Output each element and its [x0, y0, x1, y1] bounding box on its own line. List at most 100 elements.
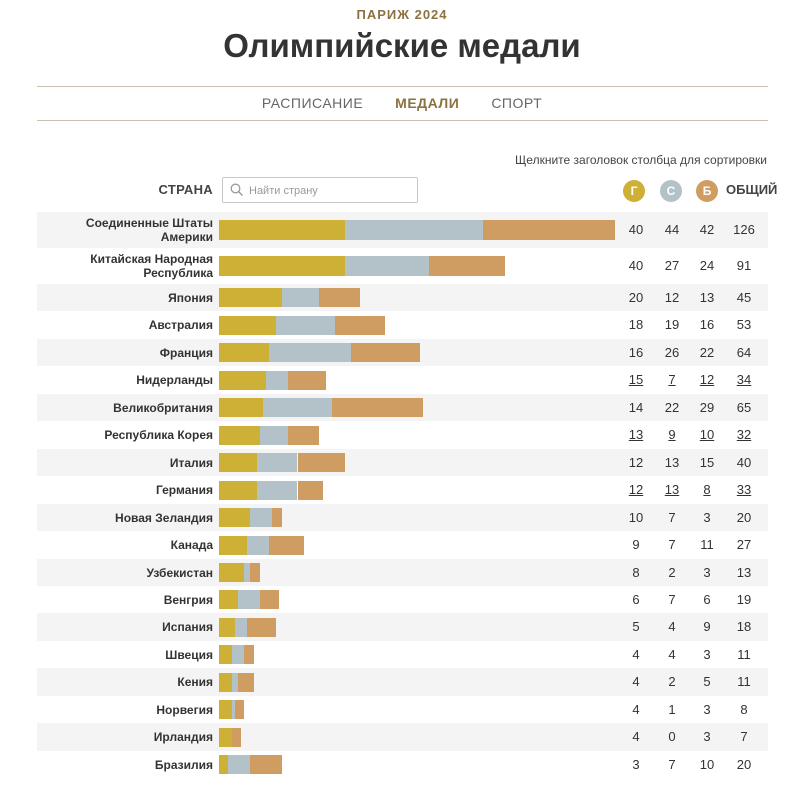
total-count[interactable]: 32	[729, 427, 759, 442]
total-count[interactable]: 34	[729, 372, 759, 387]
bar-gold	[219, 398, 263, 417]
gold-count: 6	[621, 592, 651, 607]
table-row[interactable]: Норвегия 4 1 3 8	[37, 696, 768, 723]
bar-silver	[244, 563, 251, 582]
total-count-value: 7	[740, 729, 748, 744]
country-name: Канада	[170, 538, 213, 552]
table-row[interactable]: Соединенные Штаты Америки 40 44 42 126	[37, 212, 768, 248]
table-row[interactable]: Узбекистан 8 2 3 13	[37, 559, 768, 586]
gold-count[interactable]: 12	[621, 482, 651, 497]
bar-bronze	[350, 343, 420, 362]
bronze-count-value: 9	[703, 619, 711, 634]
gold-count: 8	[621, 565, 651, 580]
column-header-country[interactable]: СТРАНА	[158, 182, 213, 197]
column-header-bronze[interactable]: Б	[696, 180, 718, 202]
nav-sport[interactable]: СПОРТ	[491, 95, 543, 111]
gold-count-value: 5	[632, 619, 640, 634]
table-row[interactable]: Италия 12 13 15 40	[37, 449, 768, 476]
table-row[interactable]: Швеция 4 4 3 11	[37, 641, 768, 668]
bar-silver	[281, 288, 320, 307]
gold-count: 12	[621, 455, 651, 470]
bronze-count-value: 10	[699, 427, 715, 442]
bar-silver	[231, 672, 238, 692]
bar-gold	[219, 590, 238, 609]
table-row[interactable]: Венгрия 6 7 6 19	[37, 586, 768, 613]
silver-count[interactable]: 7	[657, 372, 687, 387]
gold-count-value: 10	[628, 509, 644, 525]
bronze-count[interactable]: 8	[692, 482, 722, 497]
silver-count-value: 2	[668, 564, 676, 580]
table-row[interactable]: Канада 9 7 11 27	[37, 531, 768, 559]
bronze-count-value: 13	[699, 289, 715, 305]
bar-bronze	[272, 508, 282, 527]
table-row[interactable]: Бразилия 3 7 10 20	[37, 751, 768, 778]
table-row[interactable]: Республика Корея 13 9 10 32	[37, 421, 768, 449]
table-row[interactable]: Германия 12 13 8 33	[37, 476, 768, 504]
table-row[interactable]: Новая Зеландия 10 7 3 20	[37, 504, 768, 531]
bar-silver	[266, 370, 289, 390]
bar-bronze	[234, 700, 245, 719]
search-input[interactable]	[247, 179, 416, 203]
silver-count-value: 7	[668, 372, 676, 387]
bronze-count[interactable]: 12	[692, 372, 722, 387]
bar-silver	[228, 755, 251, 774]
table-row[interactable]: Нидерланды 15 7 12 34	[37, 366, 768, 394]
gold-count: 10	[621, 510, 651, 525]
silver-count[interactable]: 9	[657, 427, 687, 442]
table-row[interactable]: Ирландия 4 0 3 7	[37, 723, 768, 751]
gold-count-value: 40	[628, 222, 644, 237]
table-row[interactable]: Япония 20 12 13 45	[37, 284, 768, 311]
table-row[interactable]: Китайская Народная Республика 40 27 24 91	[37, 248, 768, 284]
total-count: 20	[729, 757, 759, 772]
column-header-gold[interactable]: Г	[623, 180, 645, 202]
bar-silver	[256, 480, 298, 500]
main-nav: РАСПИСАНИЕ МЕДАЛИ СПОРТ	[0, 86, 804, 120]
total-count: 126	[729, 222, 759, 237]
total-count[interactable]: 33	[729, 482, 759, 497]
total-count: 11	[729, 674, 759, 689]
gold-count[interactable]: 13	[621, 427, 651, 442]
gold-count[interactable]: 15	[621, 372, 651, 387]
bar-gold	[219, 617, 235, 637]
bronze-count: 3	[692, 702, 722, 717]
bronze-count: 15	[692, 455, 722, 470]
silver-count: 22	[657, 400, 687, 415]
silver-count: 7	[657, 757, 687, 772]
bronze-count-value: 5	[703, 674, 711, 689]
total-count-value: 91	[736, 258, 752, 273]
bronze-count-value: 29	[699, 399, 715, 415]
table-row[interactable]: Австралия 18 19 16 53	[37, 311, 768, 339]
bronze-count: 11	[692, 537, 722, 552]
sort-hint: Щелкните заголовок столбца для сортировк…	[515, 153, 767, 167]
bar-gold	[219, 256, 345, 276]
nav-medals[interactable]: МЕДАЛИ	[395, 95, 460, 111]
bar-gold	[219, 425, 260, 445]
bar-gold	[219, 727, 232, 747]
bronze-count: 9	[692, 619, 722, 634]
country-name: Австралия	[148, 318, 213, 332]
gold-count: 40	[621, 222, 651, 237]
bronze-count-value: 3	[703, 564, 711, 580]
table-row[interactable]: Кения 4 2 5 11	[37, 668, 768, 696]
silver-count: 7	[657, 537, 687, 552]
bronze-count[interactable]: 10	[692, 427, 722, 442]
bar-silver	[231, 700, 235, 719]
bar-gold	[219, 645, 232, 664]
silver-count-value: 2	[668, 674, 676, 689]
column-header-silver[interactable]: С	[660, 180, 682, 202]
table-row[interactable]: Франция 16 26 22 64	[37, 339, 768, 366]
silver-count-value: 27	[664, 258, 680, 273]
table-row[interactable]: Великобритания 14 22 29 65	[37, 394, 768, 421]
bar-gold	[219, 563, 245, 582]
country-name: Венгрия	[163, 592, 213, 607]
gold-count-value: 4	[632, 646, 640, 662]
silver-count[interactable]: 13	[657, 482, 687, 497]
bronze-count: 3	[692, 510, 722, 525]
total-count-value: 64	[736, 344, 752, 360]
country-name: Нидерланды	[136, 373, 213, 387]
country-search[interactable]	[222, 177, 418, 203]
bronze-count-value: 8	[703, 482, 711, 497]
nav-schedule[interactable]: РАСПИСАНИЕ	[261, 95, 364, 111]
table-row[interactable]: Испания 5 4 9 18	[37, 613, 768, 641]
column-header-total[interactable]: ОБЩИЙ	[726, 182, 778, 197]
